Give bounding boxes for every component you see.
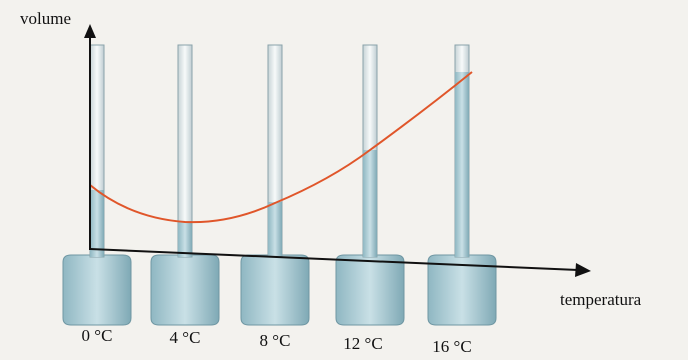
flask-label: 8 °C xyxy=(260,331,291,350)
flask xyxy=(63,45,131,325)
flask xyxy=(336,45,404,325)
flask-label: 12 °C xyxy=(343,334,382,353)
x-arrow xyxy=(575,263,591,277)
x-label: temperatura xyxy=(560,290,642,309)
flask-label: 4 °C xyxy=(170,328,201,347)
flask-label: 16 °C xyxy=(432,337,471,356)
flask xyxy=(241,45,309,325)
flask-label: 0 °C xyxy=(82,326,113,345)
flask xyxy=(428,45,496,325)
y-label: volume xyxy=(20,9,71,28)
flask xyxy=(151,45,219,325)
diagram: volume temperatura 0 °C 4 °C 8 °C 12 °C … xyxy=(0,0,688,360)
page: {"axes": {"y_label": "volume", "x_label"… xyxy=(0,0,688,360)
y-arrow xyxy=(84,24,96,38)
